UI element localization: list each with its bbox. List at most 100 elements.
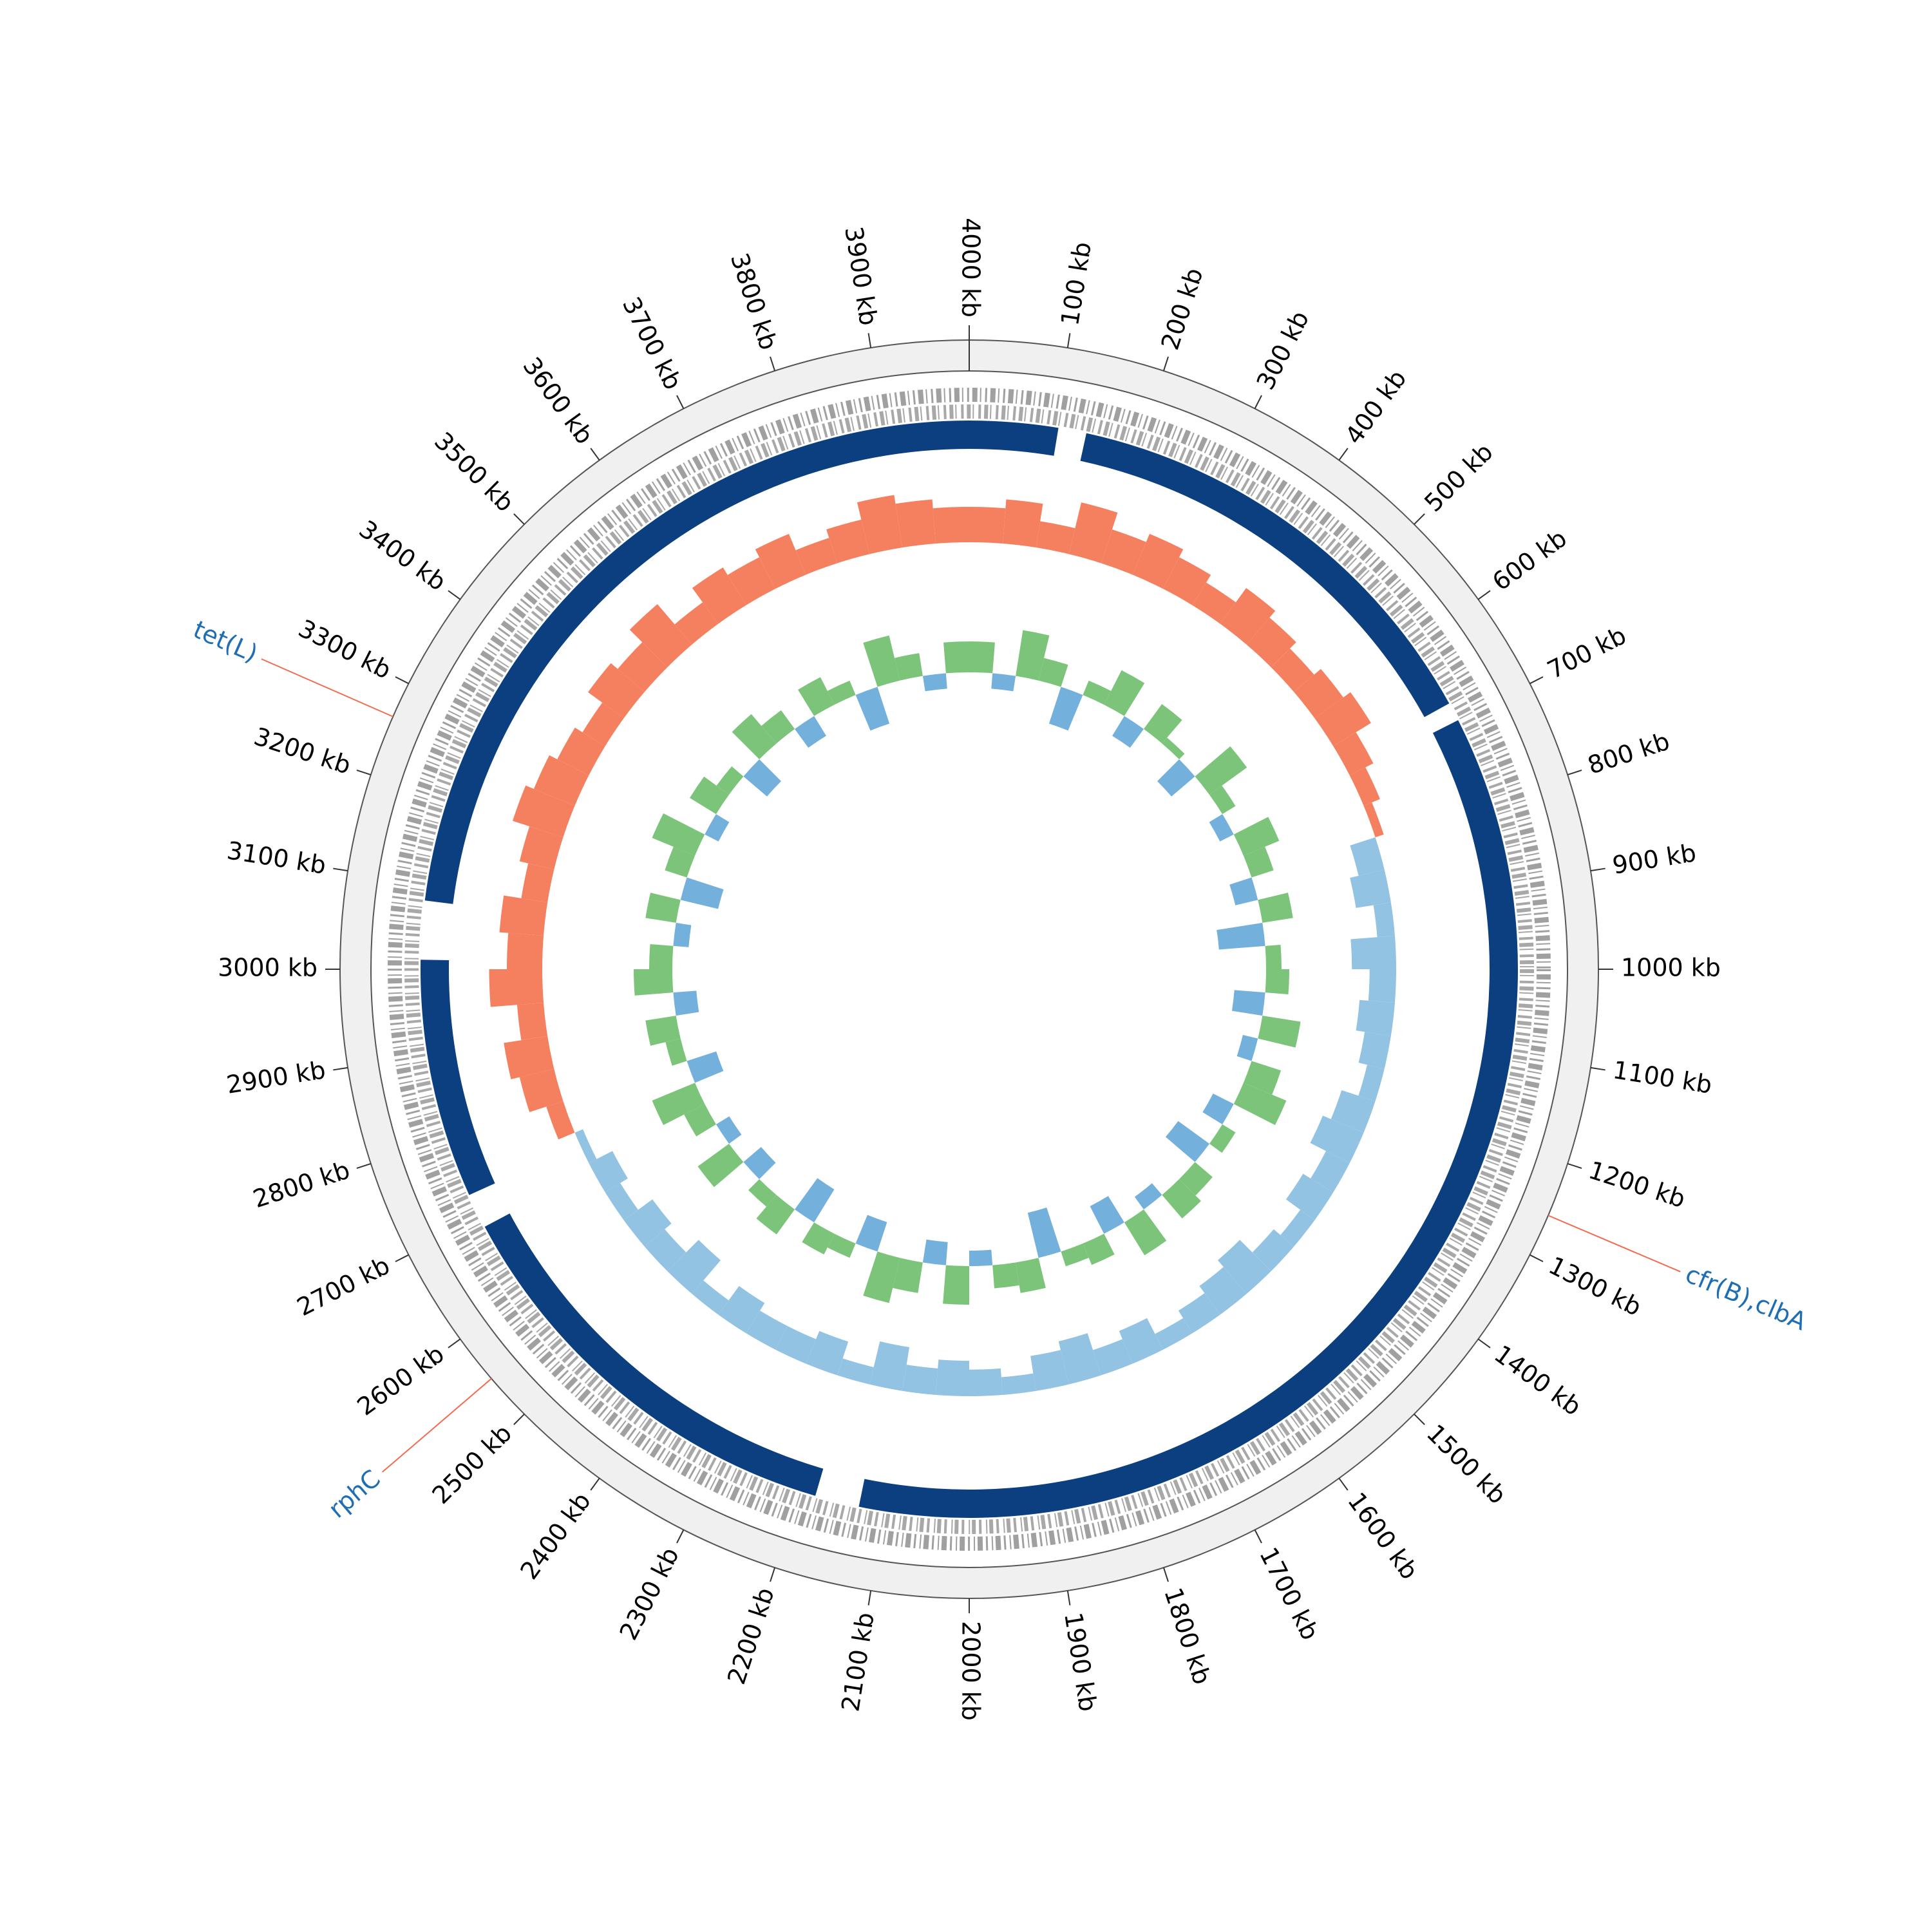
- tick-label: 2700 kb: [292, 1251, 394, 1322]
- gc-skew-bar: [756, 1195, 795, 1235]
- gc-skew-bar: [697, 1143, 744, 1188]
- gc-skew-bar: [1217, 922, 1265, 950]
- gc-skew-bar: [1243, 1061, 1282, 1095]
- gc-content-bar: [1350, 837, 1385, 876]
- tick-label: 1300 kb: [1544, 1251, 1646, 1322]
- gc-skew-bar: [1265, 944, 1282, 969]
- gc-skew-bar: [716, 766, 744, 795]
- tick-label: 1200 kb: [1585, 1155, 1689, 1213]
- gc-content-bar: [618, 642, 668, 692]
- gc-skew-bar: [1236, 1035, 1258, 1061]
- alignment-block: [421, 960, 495, 1195]
- gc-skew-bar: [1209, 814, 1234, 842]
- annotation-line: [261, 658, 393, 717]
- gc-content-bar: [588, 663, 645, 719]
- gc-content-bar: [1310, 1115, 1364, 1163]
- gc-content-bar: [667, 1240, 721, 1294]
- gc-content-bar: [935, 1359, 969, 1396]
- tick-label: 1700 kb: [1254, 1543, 1325, 1645]
- gc-content-bar: [504, 1036, 554, 1079]
- gc-skew-bar: [761, 710, 795, 744]
- tick-mark: [513, 1414, 525, 1425]
- gc-content-bar: [969, 507, 1006, 544]
- gc-skew-bar: [1083, 1233, 1115, 1265]
- gc-skew-bar: [1258, 893, 1293, 923]
- tick-mark: [676, 1530, 685, 1544]
- gc-content-bar: [507, 933, 544, 969]
- tick-label: 2300 kb: [614, 1543, 685, 1645]
- gc-content-bar: [1030, 1350, 1069, 1391]
- tick-label: 3600 kb: [517, 352, 599, 450]
- gc-content-bar: [692, 567, 746, 624]
- gc-content-bar: [1068, 502, 1118, 564]
- gc-content-bar: [519, 1068, 564, 1112]
- tick-mark: [1066, 1590, 1071, 1605]
- tick-mark: [1590, 1066, 1605, 1071]
- tick-mark: [356, 770, 372, 776]
- gc-content-bar: [1036, 521, 1075, 554]
- gc-skew-bar: [827, 680, 856, 705]
- gc-skew-bar: [1048, 687, 1083, 731]
- gc-content-bar: [1349, 767, 1380, 806]
- gc-skew-bar: [1016, 630, 1050, 681]
- tick-label: 2200 kb: [722, 1584, 780, 1688]
- gc-skew-bar: [1165, 1121, 1209, 1162]
- gc-skew-bar: [684, 1104, 716, 1137]
- gc-skew-bar: [1157, 759, 1195, 797]
- gc-skew-bar: [743, 1147, 776, 1179]
- tick-label: 3000 kb: [218, 954, 317, 982]
- gene-ring-reverse: [404, 404, 1534, 1534]
- gc-skew-bar: [893, 1258, 923, 1293]
- tick-mark: [1162, 356, 1169, 372]
- tick-mark: [1254, 395, 1262, 409]
- gc-content-bar: [521, 863, 554, 903]
- gc-content-bar: [1271, 649, 1314, 692]
- gc-skew-bar: [863, 1251, 900, 1303]
- gc-skew-bar: [969, 641, 995, 674]
- tick-label: 300 kb: [1251, 307, 1315, 394]
- gc-skew-bar: [705, 814, 730, 842]
- gc-content-bar: [1178, 1293, 1220, 1334]
- gc-skew-bar: [1265, 969, 1289, 994]
- gc-skew-bar: [732, 714, 777, 760]
- tick-mark: [395, 1254, 409, 1262]
- annotation-label: cfr(B),clbA: [1681, 1260, 1811, 1336]
- tick-label: 1400 kb: [1489, 1340, 1586, 1421]
- annotation-label: tet(L): [189, 615, 262, 668]
- tick-label: 700 kb: [1543, 621, 1631, 685]
- tick-mark: [1567, 1162, 1582, 1169]
- gc-skew-bar: [1162, 1179, 1201, 1219]
- gc-content-bar: [1311, 1151, 1350, 1193]
- gc-content-bar: [557, 727, 605, 776]
- tick-label: 3200 kb: [251, 722, 354, 780]
- gc-skew-bar: [922, 1239, 948, 1265]
- gc-skew-bar: [1134, 1183, 1162, 1209]
- gc-content-bar: [902, 1365, 938, 1395]
- tick-label: 2400 kb: [515, 1487, 596, 1584]
- gc-skew-bar: [645, 1016, 681, 1046]
- gc-skew-bar: [680, 877, 724, 909]
- gc-skew-bar: [715, 1116, 742, 1144]
- tick-mark: [1066, 333, 1071, 348]
- tick-mark: [1477, 1338, 1491, 1349]
- gc-skew-bar: [802, 1222, 835, 1255]
- tick-mark: [590, 448, 600, 461]
- gc-content-bar: [574, 1129, 597, 1163]
- gc-skew-bar: [922, 673, 947, 692]
- tick-label: 3500 kb: [429, 427, 520, 518]
- tick-mark: [867, 1590, 872, 1605]
- gc-content-bar: [1155, 1318, 1193, 1350]
- tick-label: 3800 kb: [725, 250, 783, 354]
- tick-label: 2500 kb: [427, 1419, 518, 1510]
- gc-content-bar: [1162, 557, 1211, 605]
- annotation-line: [1548, 1215, 1681, 1273]
- gc-skew-bar: [943, 641, 969, 674]
- tick-mark: [1414, 513, 1425, 525]
- gc-content-bar: [969, 1368, 1003, 1396]
- gc-skew-bar: [1027, 1207, 1061, 1258]
- tick-label: 800 kb: [1584, 727, 1673, 780]
- gc-skew-bar: [1209, 1124, 1236, 1153]
- gc-content-bar: [1363, 802, 1384, 838]
- tick-label: 4000 kb: [957, 218, 985, 317]
